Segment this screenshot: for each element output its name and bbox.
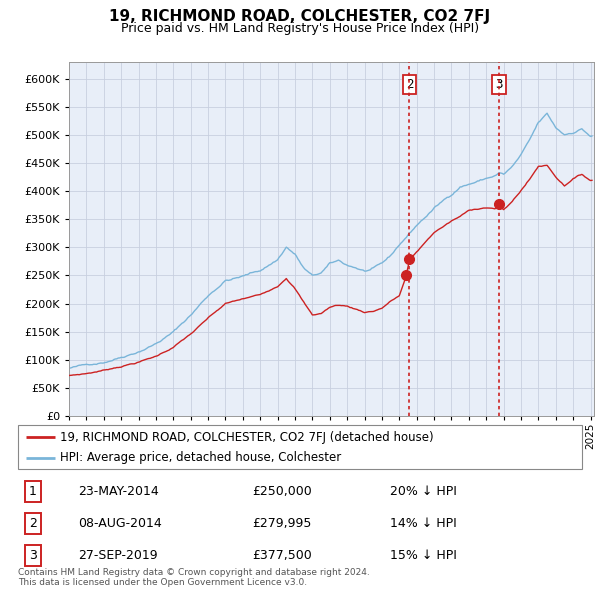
- Text: Contains HM Land Registry data © Crown copyright and database right 2024.
This d: Contains HM Land Registry data © Crown c…: [18, 568, 370, 587]
- Text: 20% ↓ HPI: 20% ↓ HPI: [390, 485, 457, 498]
- Text: 15% ↓ HPI: 15% ↓ HPI: [390, 549, 457, 562]
- Text: 27-SEP-2019: 27-SEP-2019: [78, 549, 158, 562]
- Text: 19, RICHMOND ROAD, COLCHESTER, CO2 7FJ: 19, RICHMOND ROAD, COLCHESTER, CO2 7FJ: [109, 9, 491, 24]
- Text: £377,500: £377,500: [252, 549, 312, 562]
- Text: 3: 3: [29, 549, 37, 562]
- Text: Price paid vs. HM Land Registry's House Price Index (HPI): Price paid vs. HM Land Registry's House …: [121, 22, 479, 35]
- Text: 1: 1: [29, 485, 37, 498]
- Text: 2: 2: [406, 78, 413, 91]
- Text: 23-MAY-2014: 23-MAY-2014: [78, 485, 159, 498]
- Text: HPI: Average price, detached house, Colchester: HPI: Average price, detached house, Colc…: [60, 451, 341, 464]
- Text: 14% ↓ HPI: 14% ↓ HPI: [390, 517, 457, 530]
- Text: 08-AUG-2014: 08-AUG-2014: [78, 517, 162, 530]
- Text: £250,000: £250,000: [252, 485, 312, 498]
- Text: 3: 3: [496, 78, 503, 91]
- Text: £279,995: £279,995: [252, 517, 311, 530]
- FancyBboxPatch shape: [18, 425, 582, 469]
- Text: 2: 2: [29, 517, 37, 530]
- Text: 19, RICHMOND ROAD, COLCHESTER, CO2 7FJ (detached house): 19, RICHMOND ROAD, COLCHESTER, CO2 7FJ (…: [60, 431, 434, 444]
